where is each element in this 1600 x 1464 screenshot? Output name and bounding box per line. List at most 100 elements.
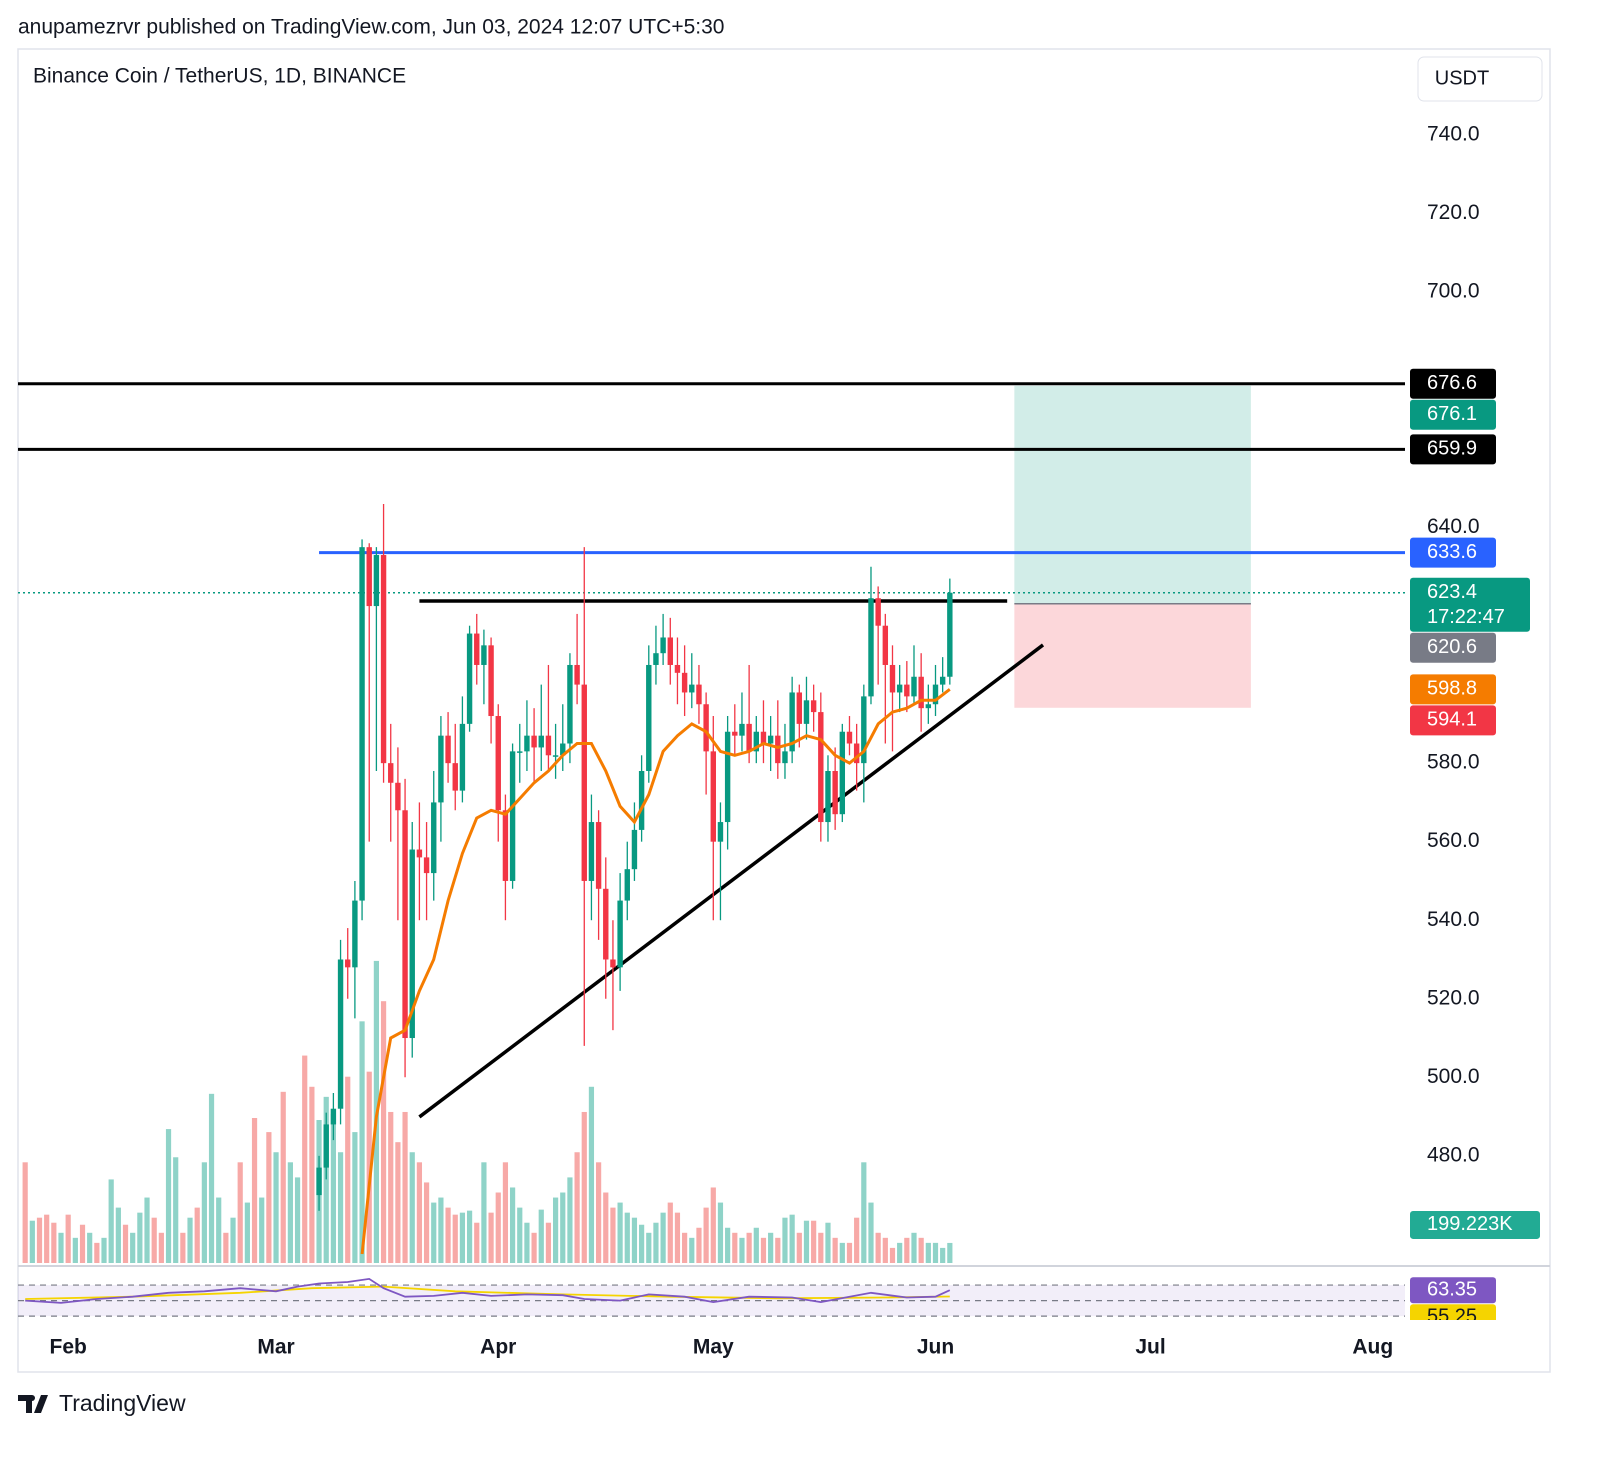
candle-body bbox=[395, 782, 401, 811]
volume-bar bbox=[682, 1232, 688, 1263]
volume-bar bbox=[725, 1227, 731, 1263]
volume-bar bbox=[137, 1212, 143, 1263]
candle-body bbox=[674, 664, 681, 673]
price-label: 659.9 bbox=[1427, 438, 1477, 460]
candle-body bbox=[896, 684, 903, 693]
price-label: 623.4 bbox=[1427, 581, 1477, 603]
volume-bar bbox=[818, 1232, 824, 1263]
candle-body bbox=[861, 696, 867, 764]
volume-bar bbox=[44, 1214, 50, 1263]
candle-body bbox=[803, 700, 810, 724]
volume-bar bbox=[79, 1224, 86, 1263]
rsi-label-box bbox=[1410, 1277, 1496, 1304]
trend-line bbox=[418, 643, 1045, 1119]
candle-body bbox=[552, 755, 559, 757]
candle-body bbox=[631, 829, 638, 870]
rsi-line bbox=[25, 1277, 951, 1304]
position-stop-zone bbox=[1014, 603, 1251, 708]
candle-body bbox=[646, 664, 652, 771]
candle-body bbox=[359, 547, 365, 901]
candle-body bbox=[352, 900, 358, 968]
price-label-box bbox=[1410, 674, 1496, 705]
price-label-box bbox=[1410, 705, 1496, 736]
tradingview-logo: TradingView bbox=[18, 1390, 186, 1416]
volume-bar bbox=[345, 1076, 351, 1263]
rsi-label: 63.35 bbox=[1427, 1279, 1477, 1301]
logo-text: TradingView bbox=[59, 1390, 186, 1416]
volume-bar bbox=[631, 1217, 638, 1263]
candle-body bbox=[918, 676, 924, 709]
price-axis: 480.0 500.0 520.0 540.0 560.0 580.0 640.0 700.0… bbox=[1410, 122, 1540, 1320]
volume-bar bbox=[309, 1086, 315, 1263]
candle-body bbox=[696, 684, 702, 705]
volume-bar bbox=[789, 1214, 795, 1263]
volume-bar bbox=[180, 1232, 186, 1263]
candle-body bbox=[939, 676, 946, 685]
candle-body bbox=[610, 959, 616, 968]
price-label-box bbox=[1410, 537, 1496, 568]
volume-bar bbox=[223, 1232, 229, 1263]
currency-button[interactable] bbox=[1417, 56, 1543, 102]
x-tick-label: Aug bbox=[1352, 1336, 1393, 1359]
candle-body bbox=[782, 751, 788, 764]
candle-body bbox=[624, 869, 630, 901]
volume-bar bbox=[130, 1232, 136, 1263]
candle-body bbox=[388, 763, 394, 783]
volume-bar bbox=[531, 1232, 537, 1263]
x-tick-label: May bbox=[693, 1336, 734, 1359]
logo-dot bbox=[29, 1395, 35, 1401]
volume-bar bbox=[251, 1117, 258, 1263]
y-tick-label: 740.0 bbox=[1427, 122, 1480, 145]
volume-bar bbox=[667, 1202, 673, 1263]
position-target-zone bbox=[1014, 385, 1251, 604]
candle-body bbox=[638, 770, 645, 830]
candle-body bbox=[617, 900, 623, 968]
volume-bar bbox=[266, 1132, 272, 1263]
candle-body bbox=[524, 735, 530, 752]
candle-body bbox=[538, 735, 544, 748]
volume-bar bbox=[273, 1152, 279, 1263]
volume-bar bbox=[932, 1242, 939, 1263]
volume-bar bbox=[897, 1242, 903, 1263]
volume-bar bbox=[796, 1232, 802, 1263]
x-tick-label: Jun bbox=[917, 1336, 954, 1359]
candle-body bbox=[818, 712, 824, 823]
volume-bar bbox=[194, 1207, 200, 1263]
volume-bar bbox=[717, 1202, 724, 1263]
candle-body bbox=[316, 1167, 322, 1196]
volume-bar bbox=[739, 1237, 745, 1263]
volume-bar bbox=[567, 1177, 573, 1263]
volume-bar bbox=[208, 1093, 215, 1263]
candle-body bbox=[717, 822, 724, 842]
y-tick-label: 480.0 bbox=[1427, 1143, 1480, 1166]
x-tick-label: Mar bbox=[257, 1336, 294, 1359]
candle-body bbox=[775, 735, 781, 764]
candle-body bbox=[380, 555, 387, 764]
price-label: 594.1 bbox=[1427, 709, 1477, 731]
candle-body bbox=[925, 704, 932, 709]
candle-body bbox=[746, 723, 752, 752]
volume-bar bbox=[889, 1247, 896, 1263]
volume-bar bbox=[904, 1237, 910, 1263]
candle-body bbox=[825, 770, 831, 823]
volume-bar bbox=[502, 1162, 509, 1263]
volume-bar bbox=[868, 1202, 874, 1263]
volume-bar bbox=[388, 1111, 394, 1263]
volume-bar bbox=[452, 1214, 458, 1263]
volume-bar bbox=[495, 1192, 501, 1263]
candle-body bbox=[882, 625, 889, 665]
price-label-box bbox=[1410, 399, 1496, 430]
price-pane bbox=[18, 382, 1405, 1263]
y-tick-label: 540.0 bbox=[1427, 908, 1480, 931]
volume-bar bbox=[474, 1222, 480, 1263]
volume-bar bbox=[187, 1217, 193, 1263]
volume-bar bbox=[395, 1142, 401, 1263]
volume-bar bbox=[925, 1242, 931, 1263]
volume-bar bbox=[760, 1237, 767, 1263]
candle-body bbox=[330, 1108, 337, 1125]
volume-bar bbox=[588, 1086, 595, 1263]
volume-bar bbox=[674, 1212, 681, 1263]
volume-bar bbox=[481, 1162, 487, 1263]
candle-body bbox=[875, 598, 881, 626]
volume-bar bbox=[445, 1207, 451, 1263]
